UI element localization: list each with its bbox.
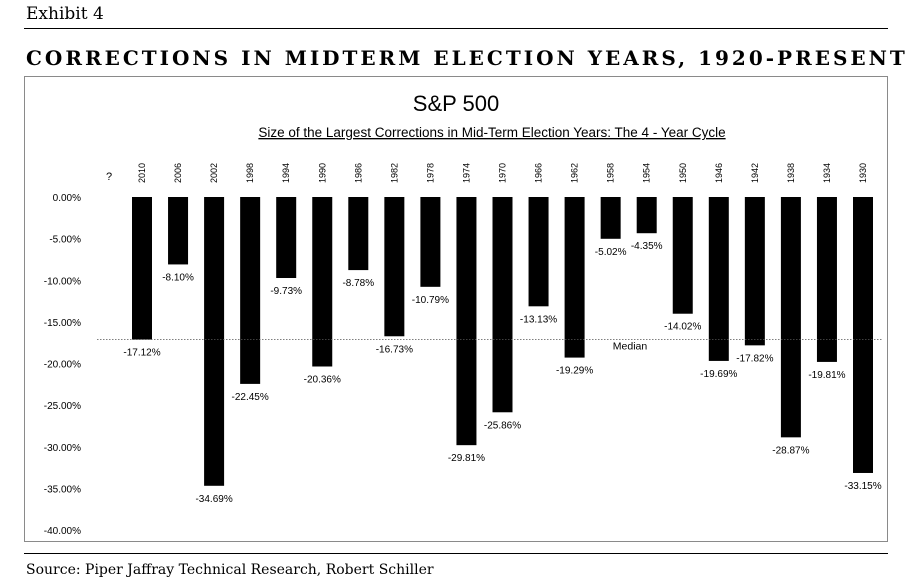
x-tick-label: 1934 xyxy=(822,163,832,183)
chart-title: S&P 500 xyxy=(413,91,499,116)
data-label: -33.15% xyxy=(844,481,881,492)
data-label: -9.73% xyxy=(270,286,302,297)
bar xyxy=(348,197,369,271)
x-category-marker: ? xyxy=(106,171,112,183)
bar xyxy=(636,197,657,234)
x-tick-label: 1930 xyxy=(858,163,868,183)
data-label: -25.86% xyxy=(484,420,521,431)
x-tick-label: 1966 xyxy=(534,163,544,183)
data-label: -14.02% xyxy=(664,322,701,333)
data-label: -17.12% xyxy=(123,348,160,359)
median-label: Median xyxy=(613,341,648,353)
x-tick-label: 1950 xyxy=(678,163,688,183)
data-label: -5.02% xyxy=(595,247,627,258)
data-label: -16.73% xyxy=(376,344,413,355)
data-label: -10.79% xyxy=(412,295,449,306)
x-tick-label: 1974 xyxy=(461,163,471,183)
bar xyxy=(384,197,405,337)
bar xyxy=(132,197,152,340)
data-label: -19.69% xyxy=(700,369,737,380)
bar xyxy=(600,197,621,239)
y-tick-label: -40.00% xyxy=(44,526,81,537)
bar xyxy=(420,197,441,287)
data-label: -8.78% xyxy=(342,278,374,289)
bar xyxy=(240,197,261,384)
y-tick-label: -5.00% xyxy=(49,235,81,246)
bar xyxy=(564,197,585,358)
x-tick-label: 2010 xyxy=(137,163,147,183)
bottom-rule xyxy=(24,553,888,554)
data-label: -22.45% xyxy=(232,392,269,403)
data-label: -20.36% xyxy=(304,374,341,385)
bar xyxy=(672,197,693,314)
x-tick-label: 1986 xyxy=(353,163,363,183)
page-heading: CORRECTIONS IN MIDTERM ELECTION YEARS, 1… xyxy=(26,46,908,70)
source-note: Source: Piper Jaffray Technical Research… xyxy=(26,562,434,578)
x-tick-label: 1938 xyxy=(786,163,796,183)
chart-frame: S&P 500 Size of the Largest Corrections … xyxy=(24,76,888,542)
data-label: -8.10% xyxy=(162,272,194,283)
y-tick-label: -10.00% xyxy=(44,276,81,287)
x-tick-label: 2002 xyxy=(209,163,219,183)
x-tick-label: 1946 xyxy=(714,163,724,183)
y-tick-label: -25.00% xyxy=(44,401,81,412)
x-tick-label: 1954 xyxy=(642,163,652,183)
data-label: -17.82% xyxy=(736,353,773,364)
y-tick-label: 0.00% xyxy=(53,193,81,204)
bar xyxy=(168,197,189,265)
data-label: -19.81% xyxy=(808,370,845,381)
x-tick-label: 1970 xyxy=(498,163,508,183)
data-label: -4.35% xyxy=(631,241,663,252)
y-tick-label: -30.00% xyxy=(44,443,81,454)
data-label: -13.13% xyxy=(520,314,557,325)
data-label: -19.29% xyxy=(556,366,593,377)
bar xyxy=(780,197,801,438)
x-tick-label: 2006 xyxy=(173,163,183,183)
bar xyxy=(492,197,513,413)
y-tick-label: -20.00% xyxy=(44,360,81,371)
x-tick-label: 1978 xyxy=(425,163,435,183)
bar xyxy=(816,197,837,362)
bar xyxy=(744,197,765,346)
bar xyxy=(276,197,297,279)
x-tick-label: 1958 xyxy=(606,163,616,183)
bar xyxy=(204,197,225,486)
bar xyxy=(528,197,549,307)
y-tick-label: -15.00% xyxy=(44,318,81,329)
chart-subtitle: Size of the Largest Corrections in Mid-T… xyxy=(258,125,725,140)
bar xyxy=(708,197,729,361)
top-rule xyxy=(24,28,888,29)
bar xyxy=(456,197,477,446)
bar xyxy=(312,197,333,367)
x-tick-label: 1962 xyxy=(570,163,580,183)
corrections-bar-chart: S&P 500 Size of the Largest Corrections … xyxy=(44,91,883,537)
data-label: -29.81% xyxy=(448,453,485,464)
x-tick-label: 1982 xyxy=(389,163,399,183)
x-tick-label: 1998 xyxy=(245,163,255,183)
data-label: -28.87% xyxy=(772,445,809,456)
data-label: -34.69% xyxy=(195,494,232,505)
exhibit-label: Exhibit 4 xyxy=(26,4,104,24)
bar xyxy=(853,197,873,473)
y-tick-label: -35.00% xyxy=(44,484,81,495)
x-tick-label: 1990 xyxy=(317,163,327,183)
x-tick-label: 1994 xyxy=(281,163,291,183)
x-tick-label: 1942 xyxy=(750,163,760,183)
